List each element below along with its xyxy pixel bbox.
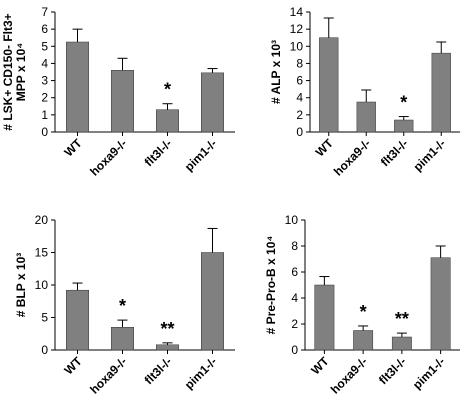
x-category-label: hoxa9-/- [331, 136, 373, 178]
bar [156, 344, 179, 351]
x-category-label: pim1-/- [411, 136, 449, 174]
bar [319, 37, 339, 133]
y-axis-title: # LSK+ CD150- Flt3+ [1, 13, 15, 130]
significance-marker: ** [160, 319, 174, 339]
bar [201, 72, 224, 133]
bar [314, 284, 335, 351]
y-tick-label: 2 [41, 91, 48, 105]
y-tick-label: 10 [285, 213, 299, 227]
significance-marker: * [360, 302, 367, 322]
y-tick-label: 10 [35, 278, 49, 292]
x-category-label: hoxa9-/- [87, 354, 129, 396]
y-axis-title: # ALP x 10³ [269, 40, 283, 104]
bar [111, 327, 134, 351]
y-tick-label: 3 [41, 74, 48, 88]
y-tick-label: 1 [41, 108, 48, 122]
x-category-label: pim1-/- [410, 354, 448, 392]
x-category-label: flt3l-/- [378, 136, 411, 169]
y-tick-label: 7 [41, 5, 48, 19]
y-tick-label: 0 [41, 125, 48, 139]
y-tick-label: 6 [296, 74, 303, 88]
bar [111, 70, 134, 133]
bar [391, 336, 412, 351]
y-tick-label: 0 [291, 343, 298, 357]
y-tick-label: 5 [41, 311, 48, 325]
x-category-label: hoxa9-/- [87, 136, 129, 178]
significance-marker: * [119, 296, 126, 316]
y-axis-title: MPP x 10⁴ [14, 43, 28, 101]
x-category-label: flt3l-/- [142, 136, 175, 169]
x-category-label: pim1-/- [182, 136, 220, 174]
bar [156, 109, 179, 133]
y-tick-label: 2 [296, 108, 303, 122]
y-tick-label: 8 [296, 56, 303, 70]
y-tick-label: 15 [35, 246, 49, 260]
y-tick-label: 8 [291, 239, 298, 253]
bar [356, 101, 376, 133]
y-tick-label: 4 [41, 56, 48, 70]
panel-pre-pro-b: 0 2 4 6 8 10 # Pre-Pro-B x 10⁴ WT * hoxa9-/- ** flt… [264, 213, 460, 397]
y-tick-label: 10 [290, 39, 304, 53]
y-tick-label: 6 [291, 265, 298, 279]
y-tick-label: 0 [296, 125, 303, 139]
y-tick-label: 4 [296, 91, 303, 105]
x-category-label: WT [62, 354, 86, 378]
x-category-label: hoxa9-/- [328, 354, 370, 396]
y-axis-title: # BLP x 10³ [14, 253, 28, 317]
x-category-label: flt3l-/- [376, 354, 409, 387]
y-tick-label: 6 [41, 22, 48, 36]
y-tick-label: 2 [291, 317, 298, 331]
bar [66, 289, 89, 351]
x-category-label: flt3l-/- [142, 354, 175, 387]
y-tick-label: 14 [290, 5, 304, 19]
y-tick-label: 20 [35, 213, 49, 227]
y-tick-label: 0 [41, 343, 48, 357]
x-category-label: WT [62, 136, 86, 160]
bar [394, 119, 414, 133]
x-category-label: WT [308, 354, 332, 378]
y-tick-label: 12 [290, 22, 304, 36]
significance-marker: * [164, 80, 171, 100]
bar [201, 252, 224, 351]
significance-marker: ** [395, 309, 409, 329]
panel-lsk-mpp: 0 1 2 3 4 5 6 7 # LSK+ CD150- Flt3+ MPP x 10⁴ WT ho… [1, 5, 235, 179]
bar [431, 52, 451, 133]
y-tick-label: 4 [291, 291, 298, 305]
y-tick-label: 5 [41, 39, 48, 53]
y-axis-title: # Pre-Pro-B x 10⁴ [264, 236, 278, 335]
x-category-label: WT [313, 136, 337, 160]
bar [353, 330, 374, 351]
bar [430, 257, 451, 351]
panel-blp: 0 5 10 15 20 # BLP x 10³ WT * hoxa9-/- ** flt3l-/-… [14, 213, 235, 397]
significance-marker: * [400, 93, 407, 113]
bar [66, 41, 89, 133]
x-category-label: pim1-/- [182, 354, 220, 392]
